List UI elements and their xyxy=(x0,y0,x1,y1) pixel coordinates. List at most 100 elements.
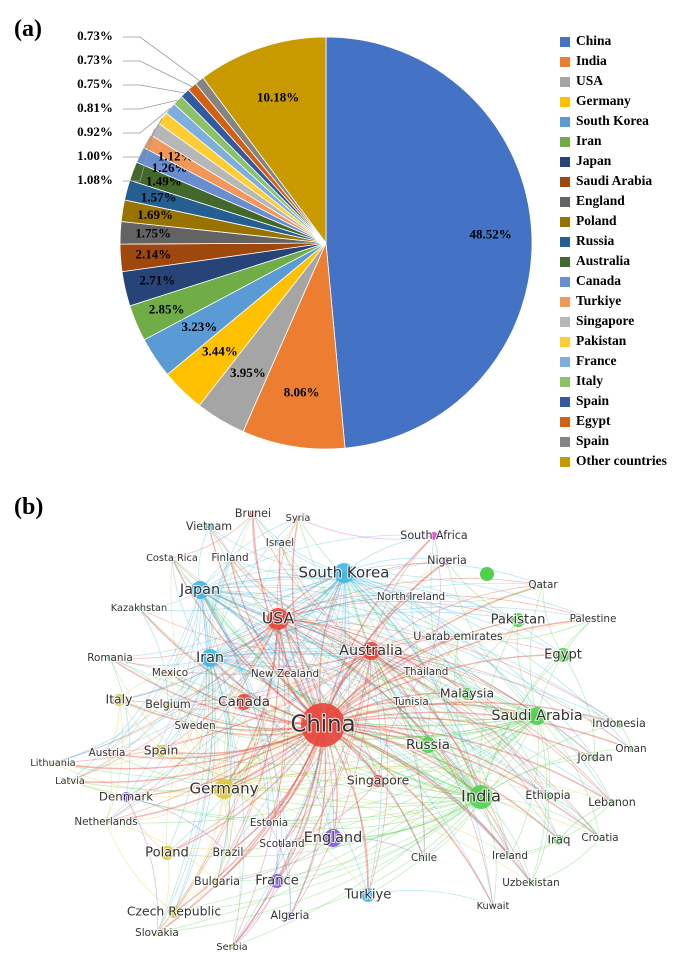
legend-label: Italy xyxy=(576,373,603,388)
network-edge xyxy=(268,796,482,829)
network-edge xyxy=(252,513,279,620)
node-label: Denmark xyxy=(99,790,153,804)
network-edge xyxy=(199,589,379,782)
network-node xyxy=(160,846,174,860)
network-edge xyxy=(167,650,372,706)
network-edge xyxy=(166,650,372,854)
network-edge xyxy=(125,796,229,854)
network-edge xyxy=(69,589,201,782)
network-node xyxy=(164,701,172,709)
network-edge xyxy=(52,715,538,780)
node-label: Romania xyxy=(87,652,132,664)
network-node xyxy=(421,855,427,861)
network-edge xyxy=(215,513,254,790)
network-node xyxy=(224,849,232,857)
network-edge xyxy=(105,572,345,823)
network-edge xyxy=(343,572,468,695)
network-edge xyxy=(343,535,435,574)
node-label: North Ireland xyxy=(377,591,445,603)
network-edge xyxy=(216,724,324,883)
network-edge xyxy=(125,796,158,934)
network-edge xyxy=(370,650,482,798)
slice-label: 0.92% xyxy=(77,124,113,139)
pie-chart: 48.52% 8.06% 3.95% 3.44% 3.23% 2.85% 2.71% 2.14… xyxy=(77,28,533,450)
network-edge xyxy=(278,542,324,726)
network-edge xyxy=(199,572,594,620)
node-label: Ethiopia xyxy=(525,789,570,802)
network-edge xyxy=(169,672,538,727)
network-edge xyxy=(69,724,324,783)
legend-label: Russia xyxy=(576,233,615,248)
network-edge xyxy=(209,513,254,659)
network-edge xyxy=(277,618,601,839)
node-label: Italy xyxy=(106,692,133,707)
network-edge xyxy=(105,618,279,823)
network-edge xyxy=(370,650,549,797)
network-edge xyxy=(156,589,210,934)
network-edge xyxy=(167,704,538,739)
node-label: Algeria xyxy=(271,909,310,922)
network-edge xyxy=(322,703,538,726)
network-edge xyxy=(231,572,345,948)
network-node xyxy=(361,888,375,902)
node-label: Latvia xyxy=(55,776,85,787)
network-edge xyxy=(276,796,482,882)
legend-swatch xyxy=(560,97,570,107)
network-edge xyxy=(52,572,345,764)
network-edge xyxy=(171,557,279,620)
network-edge xyxy=(173,657,216,913)
network-edge xyxy=(199,589,429,746)
network-edge xyxy=(138,607,482,798)
slice-label: 1.00% xyxy=(77,148,113,163)
network-edge xyxy=(173,796,482,913)
network-edge xyxy=(223,766,613,804)
network-edge xyxy=(156,852,170,934)
network-edge xyxy=(194,725,482,798)
network-edge xyxy=(516,619,538,717)
network-edge xyxy=(209,657,549,797)
network-edge xyxy=(343,572,549,797)
network-edge xyxy=(377,671,427,782)
network-edge xyxy=(106,672,171,754)
network-edge xyxy=(297,517,538,717)
network-edge xyxy=(223,650,372,790)
network-edge xyxy=(277,578,544,620)
network-edge xyxy=(69,704,169,782)
network-edge xyxy=(480,618,594,798)
network-edge xyxy=(343,572,494,907)
network-edge xyxy=(370,638,564,656)
network-edge xyxy=(166,589,208,854)
network-edge xyxy=(209,656,412,703)
network-node xyxy=(279,841,285,847)
network-edge xyxy=(105,657,211,823)
network-edge xyxy=(454,636,482,798)
network-edge xyxy=(223,517,299,790)
panel-label: (b) xyxy=(14,494,43,520)
node-label: China xyxy=(290,712,355,738)
network-edge xyxy=(52,657,211,764)
network-edge xyxy=(480,796,497,907)
network-edge xyxy=(199,589,278,882)
network-node xyxy=(334,563,354,583)
network-edge xyxy=(105,699,124,823)
network-edge xyxy=(199,589,412,703)
node-label: Iran xyxy=(196,650,224,666)
network-edge xyxy=(370,650,468,695)
network-edge xyxy=(289,724,327,917)
legend-swatch xyxy=(560,377,570,387)
legend-label: USA xyxy=(576,73,603,88)
network-edge xyxy=(410,596,482,798)
network-edge xyxy=(223,715,538,791)
network-edge xyxy=(109,657,196,727)
network-edge xyxy=(209,606,594,659)
network-edge xyxy=(480,757,596,798)
network-node xyxy=(615,720,623,728)
network-edge xyxy=(343,563,544,586)
network-edge xyxy=(223,717,620,790)
network-edge xyxy=(427,636,459,746)
network-edge xyxy=(277,595,594,620)
network-edge xyxy=(322,560,448,726)
legend-swatch xyxy=(560,457,570,467)
network-edge xyxy=(209,657,601,839)
